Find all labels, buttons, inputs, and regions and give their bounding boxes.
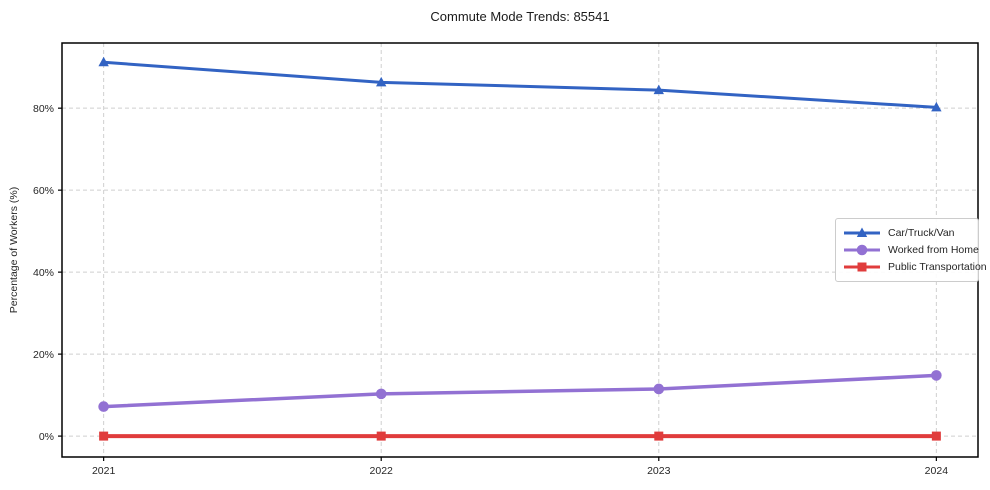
y-tick-label: 40%	[33, 267, 54, 279]
y-tick-label: 0%	[39, 431, 54, 443]
data-point-marker	[99, 431, 109, 441]
data-point-marker	[653, 84, 664, 95]
legend-label: Worked from Home	[888, 244, 979, 256]
legend-item-public-transportation: Public Transportation	[844, 260, 987, 274]
series-car-truck-van	[98, 56, 942, 112]
axis-ticks: 0% 20% 40% 60% 80% 2021 2022 2023 2024	[33, 103, 948, 477]
legend-marker	[856, 244, 868, 256]
x-tick-label: 2022	[370, 465, 394, 477]
y-tick-label: 60%	[33, 185, 54, 197]
series-worked-from-home	[98, 370, 942, 412]
x-tick-label: 2021	[92, 465, 116, 477]
legend-item-worked-from-home: Worked from Home	[844, 243, 979, 257]
data-point-marker	[375, 388, 387, 400]
legend-marker	[856, 227, 868, 237]
worked-from-home-line-icon	[844, 244, 880, 256]
data-point-marker	[376, 76, 387, 87]
data-point-marker	[931, 370, 942, 381]
legend-label: Car/Truck/Van	[888, 227, 955, 239]
chart-title: Commute Mode Trends: 85541	[430, 9, 610, 24]
legend-marker	[857, 262, 867, 272]
legend: Car/Truck/Van Worked from Home Public Tr…	[835, 218, 987, 282]
data-point-marker	[376, 431, 386, 441]
series-public-transportation	[99, 431, 941, 441]
data-point-marker	[931, 101, 942, 112]
legend-label: Public Transportation	[888, 261, 987, 273]
series-line	[102, 60, 938, 109]
y-tick-label: 20%	[33, 349, 54, 361]
data-point-marker	[653, 383, 665, 395]
data-point-marker	[654, 431, 664, 441]
x-tick-label: 2023	[647, 465, 671, 477]
data-point-marker	[98, 401, 109, 412]
car-truck-van-line-icon	[844, 227, 880, 237]
x-tick-label: 2024	[925, 465, 949, 477]
series-line	[101, 373, 939, 409]
data-point-marker	[98, 56, 109, 67]
y-tick-label: 80%	[33, 103, 54, 115]
data-point-marker	[931, 431, 941, 441]
legend-item-car-truck-van: Car/Truck/Van	[844, 226, 970, 240]
public-transportation-line-icon	[844, 262, 880, 272]
